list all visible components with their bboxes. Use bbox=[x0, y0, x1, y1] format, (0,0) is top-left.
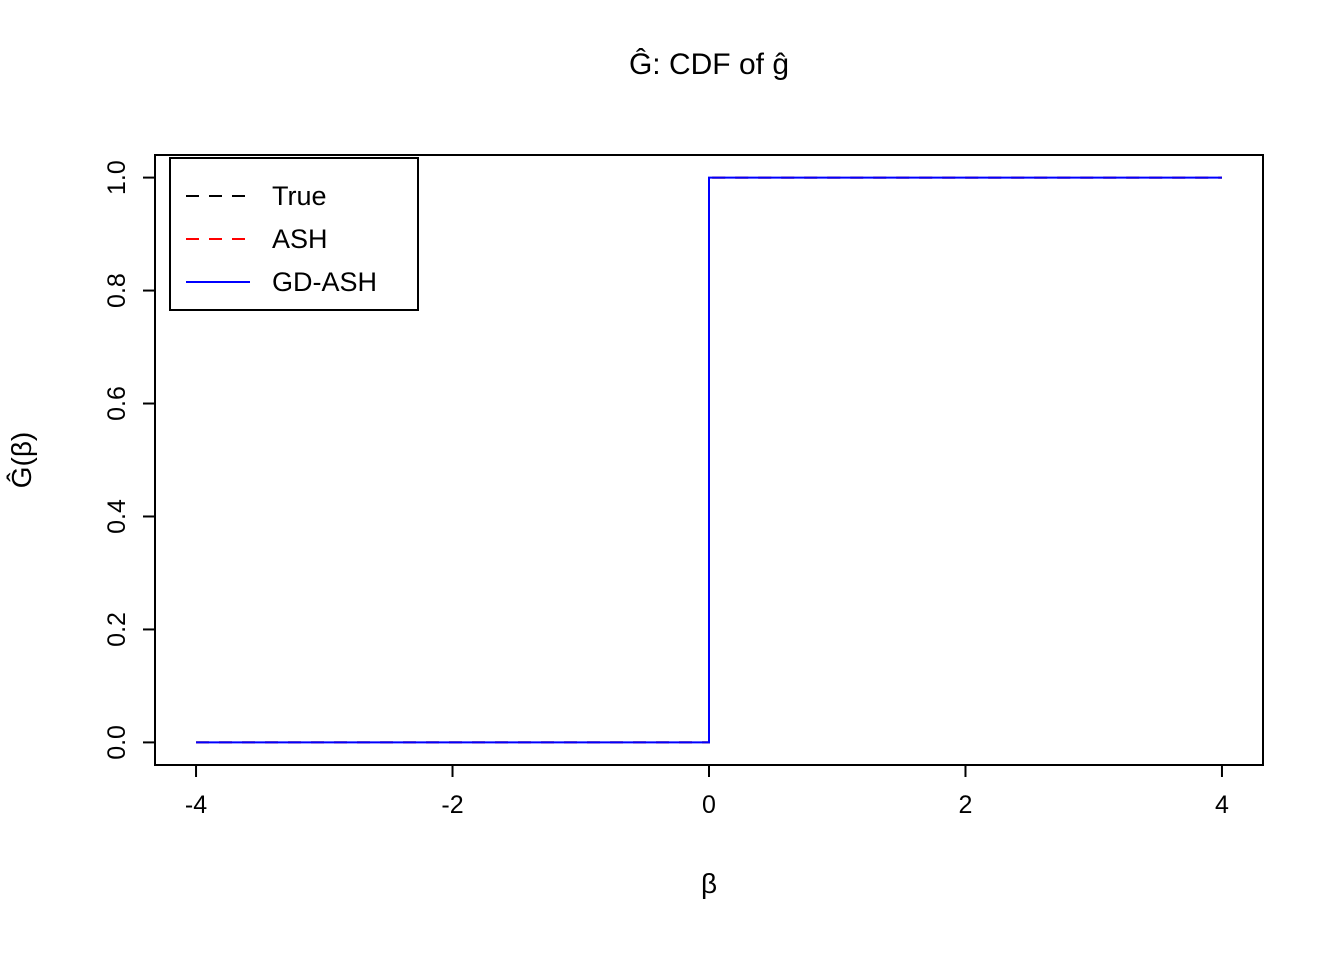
legend-label: True bbox=[272, 181, 327, 211]
y-tick-label: 0.8 bbox=[103, 273, 131, 308]
y-tick-label: 0.0 bbox=[103, 725, 131, 760]
plot-title: Ĝ: CDF of ĝ bbox=[628, 48, 790, 81]
legend-label: GD-ASH bbox=[272, 267, 377, 297]
y-tick-label: 0.4 bbox=[103, 499, 131, 534]
x-tick-label: -4 bbox=[185, 791, 207, 819]
x-tick-label: 0 bbox=[702, 791, 716, 819]
x-tick-label: -2 bbox=[441, 791, 463, 819]
x-tick-label: 2 bbox=[959, 791, 973, 819]
y-tick-label: 0.6 bbox=[103, 386, 131, 421]
x-tick-label: 4 bbox=[1215, 791, 1229, 819]
legend-box bbox=[169, 157, 419, 311]
x-axis-label: β bbox=[700, 868, 718, 899]
y-tick-label: 1.0 bbox=[103, 160, 131, 195]
y-tick-label: 0.2 bbox=[103, 612, 131, 647]
series-line-gd-ash bbox=[196, 176, 1222, 744]
legend-label: ASH bbox=[272, 224, 328, 254]
